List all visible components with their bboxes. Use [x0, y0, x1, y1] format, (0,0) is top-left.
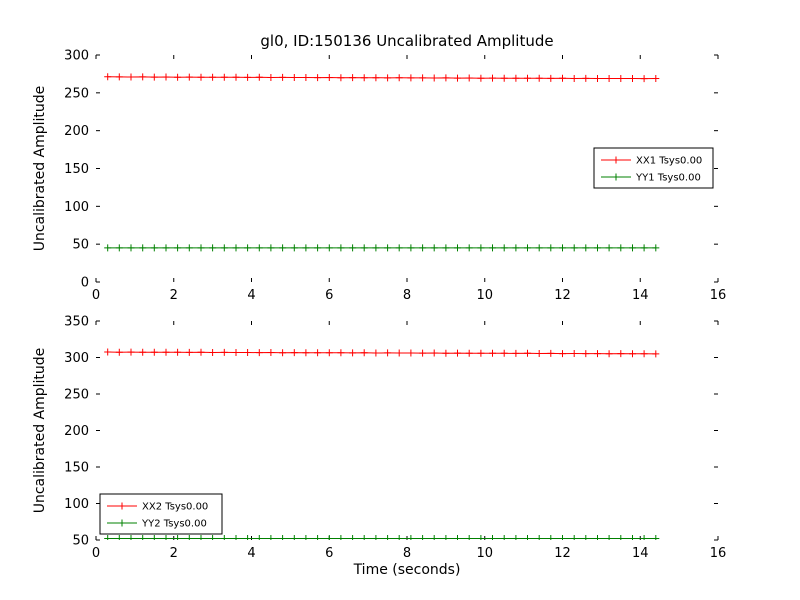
- x-tick-label: 12: [554, 288, 571, 303]
- subplot-2: 0 2 4 6 8 10 12 14 16 50 100 150 200 250 300 350 Uncalib…: [32, 315, 726, 579]
- legend-sample-marker: [118, 519, 126, 527]
- legend-box: [593, 147, 714, 189]
- subplot-1: 0 2 4 6 8 10 12 14 16 0 50 100 150 200 250 300 Uncalibra…: [32, 49, 726, 304]
- x-axis-label: Time (seconds): [353, 562, 461, 578]
- x-tick-label: 8: [403, 546, 411, 561]
- y-axis-label: Uncalibrated Amplitude: [32, 86, 48, 252]
- x-tick-label: 6: [325, 546, 333, 561]
- x-tick-label: 2: [170, 288, 178, 303]
- y-tick-label: 0: [81, 276, 89, 291]
- x-tick-label: 6: [325, 288, 333, 303]
- y-tick-label: 50: [72, 238, 89, 253]
- legend-label: XX1 Tsys0.00: [636, 156, 702, 167]
- y-tick-label: 100: [64, 497, 89, 512]
- legend-sample-marker: [118, 502, 126, 510]
- y-tick-label: 350: [64, 315, 89, 330]
- figure-title: gl0, ID:150136 Uncalibrated Amplitude: [260, 32, 554, 50]
- y-tick-label: 100: [64, 200, 89, 215]
- y-tick-label: 250: [64, 388, 89, 403]
- y-axis-label: Uncalibrated Amplitude: [32, 348, 48, 514]
- legend-label: YY1 Tsys0.00: [635, 173, 701, 184]
- series-markers-XX1: [104, 73, 660, 83]
- series-markers-YY2: [104, 535, 660, 540]
- x-tick-label: 0: [92, 288, 100, 303]
- x-tick-label: 8: [403, 288, 411, 303]
- x-tick-label: 14: [632, 288, 649, 303]
- legend-label: XX2 Tsys0.00: [142, 502, 208, 513]
- series-markers-XX2: [104, 348, 660, 358]
- y-tick-label: 200: [64, 124, 89, 139]
- x-tick-label: 12: [554, 546, 571, 561]
- series-group: [104, 73, 660, 252]
- y-tick-label: 250: [64, 86, 89, 101]
- legend-box: [99, 493, 223, 535]
- x-tick-label: 4: [247, 546, 255, 561]
- x-tick-label: 10: [476, 288, 493, 303]
- x-tick-label: 0: [92, 546, 100, 561]
- x-tick-label: 4: [247, 288, 255, 303]
- legend-sample-marker: [612, 173, 620, 181]
- x-tick-label: 14: [632, 546, 649, 561]
- x-tick-label: 10: [476, 546, 493, 561]
- y-tick-label: 50: [72, 534, 89, 549]
- legend-label: YY2 Tsys0.00: [141, 519, 207, 530]
- y-tick-label: 300: [64, 351, 89, 366]
- series-markers-YY1: [104, 244, 660, 252]
- y-tick-label: 150: [64, 461, 89, 476]
- y-tick-label: 300: [64, 49, 89, 64]
- x-tick-label: 16: [710, 288, 727, 303]
- y-tick-label: 150: [64, 162, 89, 177]
- x-tick-label: 2: [170, 546, 178, 561]
- series-group: [104, 348, 660, 540]
- legend-sample-marker: [612, 156, 620, 164]
- y-tick-label: 200: [64, 424, 89, 439]
- x-tick-label: 16: [710, 546, 727, 561]
